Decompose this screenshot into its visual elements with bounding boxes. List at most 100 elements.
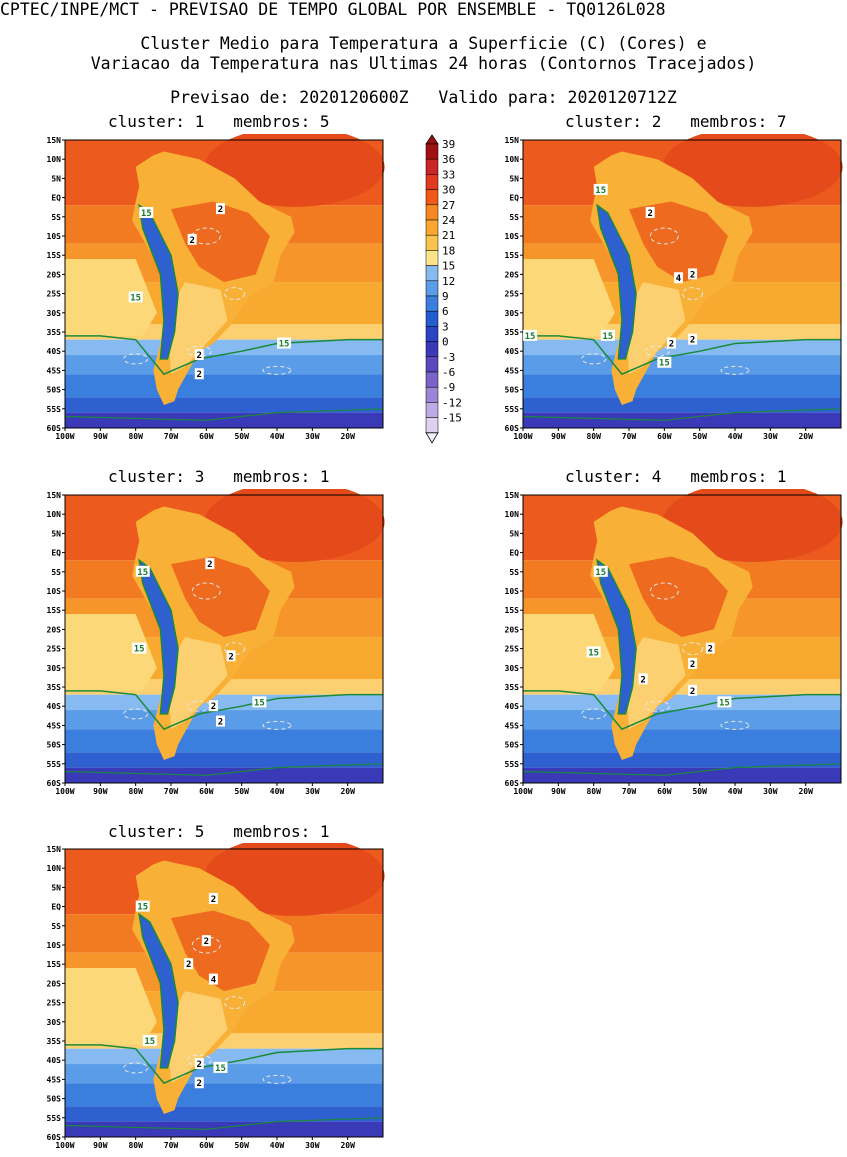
contour-label: 2 bbox=[669, 340, 674, 350]
variation-dashed-contour bbox=[682, 287, 704, 301]
subtitle-line-1: Cluster Medio para Temperatura a Superfi… bbox=[140, 34, 707, 53]
lat-label: 15N bbox=[47, 491, 62, 500]
colorbar-segment bbox=[425, 265, 439, 282]
map-layers: 15N 10N 5N EQ 5S 10S 15S 20S 25S 30S 35S 40S 45S 50S 5… bbox=[505, 481, 843, 796]
colorbar-label: 12 bbox=[442, 275, 455, 288]
contour-label-bg bbox=[201, 935, 211, 947]
map-plot-3: 15N 10N 5N EQ 5S 10S 15S 20S 25S 30S 35S 40S 45S 50S 5… bbox=[47, 481, 385, 796]
temperature-band bbox=[523, 710, 841, 730]
contour-label: 15 bbox=[659, 359, 670, 369]
warm-region bbox=[662, 126, 843, 207]
lat-label: 15N bbox=[505, 136, 520, 145]
lat-label: 15S bbox=[47, 606, 62, 615]
contour-label-bg bbox=[688, 333, 698, 345]
lat-label: 60S bbox=[47, 779, 62, 788]
hot-interior bbox=[171, 201, 270, 283]
temperature-band bbox=[65, 412, 383, 428]
variation-dashed-contour bbox=[720, 365, 750, 375]
contour-label: 15 bbox=[602, 332, 613, 342]
lon-label: 80W bbox=[586, 787, 601, 796]
temperature-band bbox=[523, 767, 841, 783]
map-layers: 15N 10N 5N EQ 5S 10S 15S 20S 25S 30S 35S 40S 45S 50S 5… bbox=[505, 126, 843, 441]
warm-region bbox=[204, 481, 385, 562]
lat-label: 30S bbox=[505, 664, 520, 673]
map-panel-cluster-4: 15N 10N 5N EQ 5S 10S 15S 20S 25S 30S 35S 40S 45S 50S 5… bbox=[486, 481, 846, 803]
lat-label: 60S bbox=[505, 424, 520, 433]
andes-cold-strip bbox=[596, 203, 637, 360]
map-panel-cluster-2: 15N 10N 5N EQ 5S 10S 15S 20S 25S 30S 35S 40S 45S 50S 5… bbox=[486, 126, 846, 448]
lat-label: 5S bbox=[509, 213, 519, 222]
lon-label: 30W bbox=[763, 787, 778, 796]
lon-label: 70W bbox=[622, 787, 637, 796]
lat-label: 30S bbox=[505, 309, 520, 318]
contour-label-bg bbox=[128, 291, 143, 303]
lat-label: 45S bbox=[47, 721, 62, 730]
variation-dashed-contour bbox=[581, 708, 607, 720]
lon-label: 90W bbox=[93, 787, 108, 796]
lon-label: 60W bbox=[657, 432, 672, 441]
contour-label: 2 bbox=[708, 645, 713, 655]
lat-label: 45S bbox=[505, 721, 520, 730]
warm-region bbox=[204, 126, 385, 207]
contour-label-bg bbox=[705, 642, 715, 654]
pacific-cool-tongue bbox=[65, 614, 157, 691]
lon-label: 100W bbox=[513, 432, 532, 441]
lat-label: 10S bbox=[505, 587, 520, 596]
colorbar-label: 21 bbox=[442, 229, 455, 242]
lon-label: 40W bbox=[728, 787, 743, 796]
lon-label: 30W bbox=[305, 1141, 320, 1150]
variation-dashed-contour bbox=[644, 700, 670, 712]
contour-label-bg bbox=[673, 272, 683, 284]
lat-label: 10N bbox=[47, 864, 62, 873]
lon-label: 80W bbox=[128, 1141, 143, 1150]
lat-label: EQ bbox=[51, 549, 61, 558]
hot-interior bbox=[171, 556, 270, 638]
colorbar-segment bbox=[425, 158, 439, 175]
map-panel-cluster-3: 15N 10N 5N EQ 5S 10S 15S 20S 25S 30S 35S 40S 45S 50S 5… bbox=[28, 481, 388, 803]
temperature-band bbox=[523, 374, 841, 398]
temperature-band bbox=[523, 355, 841, 375]
contour-label-bg bbox=[142, 1035, 157, 1046]
lat-label: 10N bbox=[47, 155, 62, 164]
lat-label: 35S bbox=[47, 328, 62, 337]
lon-label: 50W bbox=[234, 432, 249, 441]
colorbar-label: -12 bbox=[442, 396, 462, 409]
colorbar-label: 30 bbox=[442, 184, 455, 197]
map-layers: 15N 10N 5N EQ 5S 10S 15S 20S 25S 30S 35S 40S 45S 50S 5… bbox=[47, 481, 385, 796]
contour-label: 2 bbox=[211, 702, 216, 712]
lat-label: 50S bbox=[505, 741, 520, 750]
colorbar-label: 33 bbox=[442, 168, 455, 181]
map-layers: 15N 10N 5N EQ 5S 10S 15S 20S 25S 30S 35S 40S 45S 50S 5… bbox=[47, 835, 385, 1150]
contour-label-bg bbox=[645, 206, 655, 218]
variation-dashed-contour bbox=[720, 720, 750, 730]
temperature-band bbox=[65, 752, 383, 768]
contour-label: 15 bbox=[144, 1037, 155, 1047]
contour-cold bbox=[64, 763, 384, 776]
lon-label: 60W bbox=[657, 787, 672, 796]
lat-label: EQ bbox=[51, 903, 61, 912]
contour-label-bg bbox=[194, 1058, 204, 1070]
lat-label: 30S bbox=[47, 1018, 62, 1027]
contour-label: 15 bbox=[141, 209, 152, 219]
lat-label: 15S bbox=[47, 251, 62, 260]
lat-label: 15S bbox=[505, 606, 520, 615]
lon-label: 20W bbox=[798, 432, 813, 441]
contour-label-bg bbox=[205, 558, 215, 570]
colorbar-label: 18 bbox=[442, 244, 455, 257]
lon-label: 70W bbox=[622, 432, 637, 441]
map-frame bbox=[522, 139, 842, 429]
contour-label-bg bbox=[135, 900, 150, 912]
lat-label: 40S bbox=[47, 347, 62, 356]
contour-label-bg bbox=[139, 206, 154, 218]
lon-label: 50W bbox=[692, 432, 707, 441]
lat-label: 5N bbox=[51, 529, 61, 538]
contour-label: 2 bbox=[690, 660, 695, 670]
lat-label: 20S bbox=[505, 625, 520, 634]
contour-label: 2 bbox=[690, 270, 695, 280]
lon-label: 50W bbox=[234, 787, 249, 796]
temperature-band bbox=[65, 1064, 383, 1084]
map-frame bbox=[64, 848, 384, 1138]
lon-label: 50W bbox=[692, 787, 707, 796]
lat-label: 25S bbox=[47, 999, 62, 1008]
lat-label: 10S bbox=[505, 232, 520, 241]
